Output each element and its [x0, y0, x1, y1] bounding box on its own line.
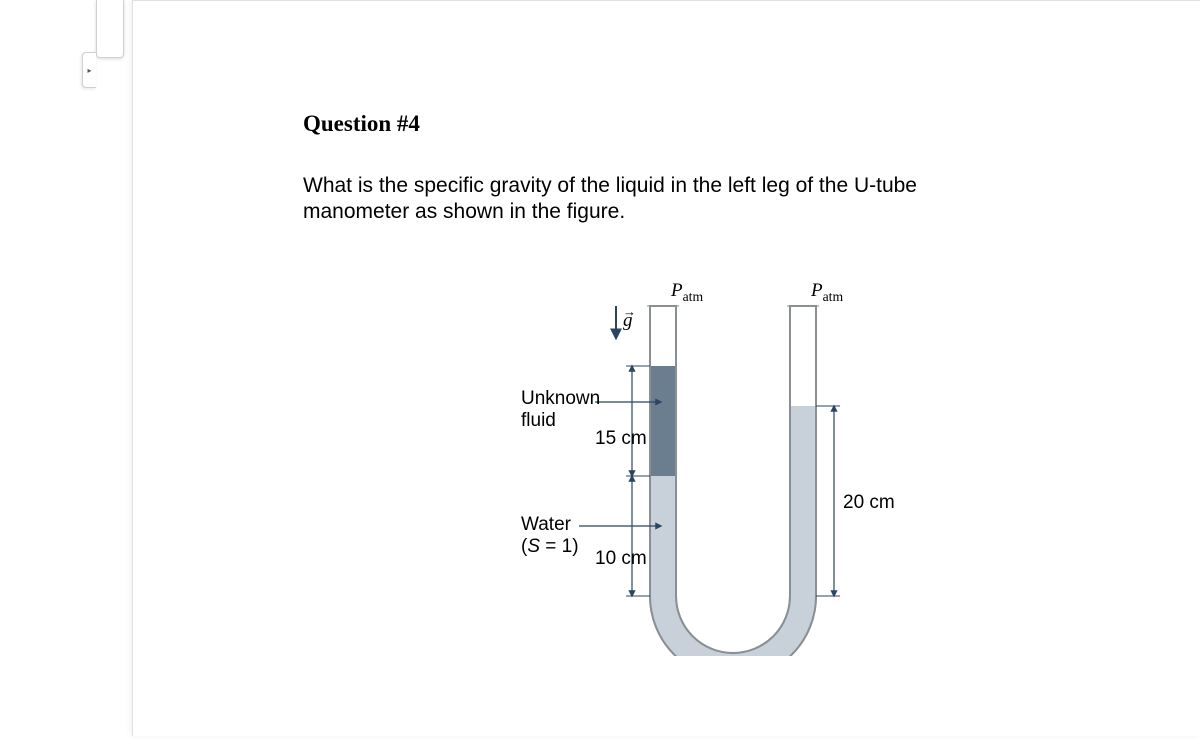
gravity-label: g→ — [623, 310, 633, 332]
document-thumbnail-tab — [96, 0, 124, 58]
patm-right-label: Patm — [811, 280, 843, 305]
chevron-right-icon: ▸ — [87, 66, 91, 75]
question-title: Question #4 — [303, 111, 1200, 137]
patm-left-label: Patm — [671, 280, 703, 305]
unknown-fluid-label: Unknown fluid — [521, 388, 600, 432]
manometer-svg — [483, 276, 1043, 656]
manometer-figure: Patm Patm g→ Unknown fluid Water (S = 1)… — [483, 276, 1043, 656]
expand-sidebar-tab[interactable]: ▸ — [82, 52, 96, 88]
water-label: Water (S = 1) — [521, 514, 579, 558]
dim-15cm: 15 cm — [595, 428, 647, 450]
document-page: Question #4 What is the specific gravity… — [132, 0, 1200, 736]
question-text: What is the specific gravity of the liqu… — [303, 173, 983, 226]
dim-20cm: 20 cm — [843, 492, 895, 514]
dim-10cm: 10 cm — [595, 548, 647, 570]
